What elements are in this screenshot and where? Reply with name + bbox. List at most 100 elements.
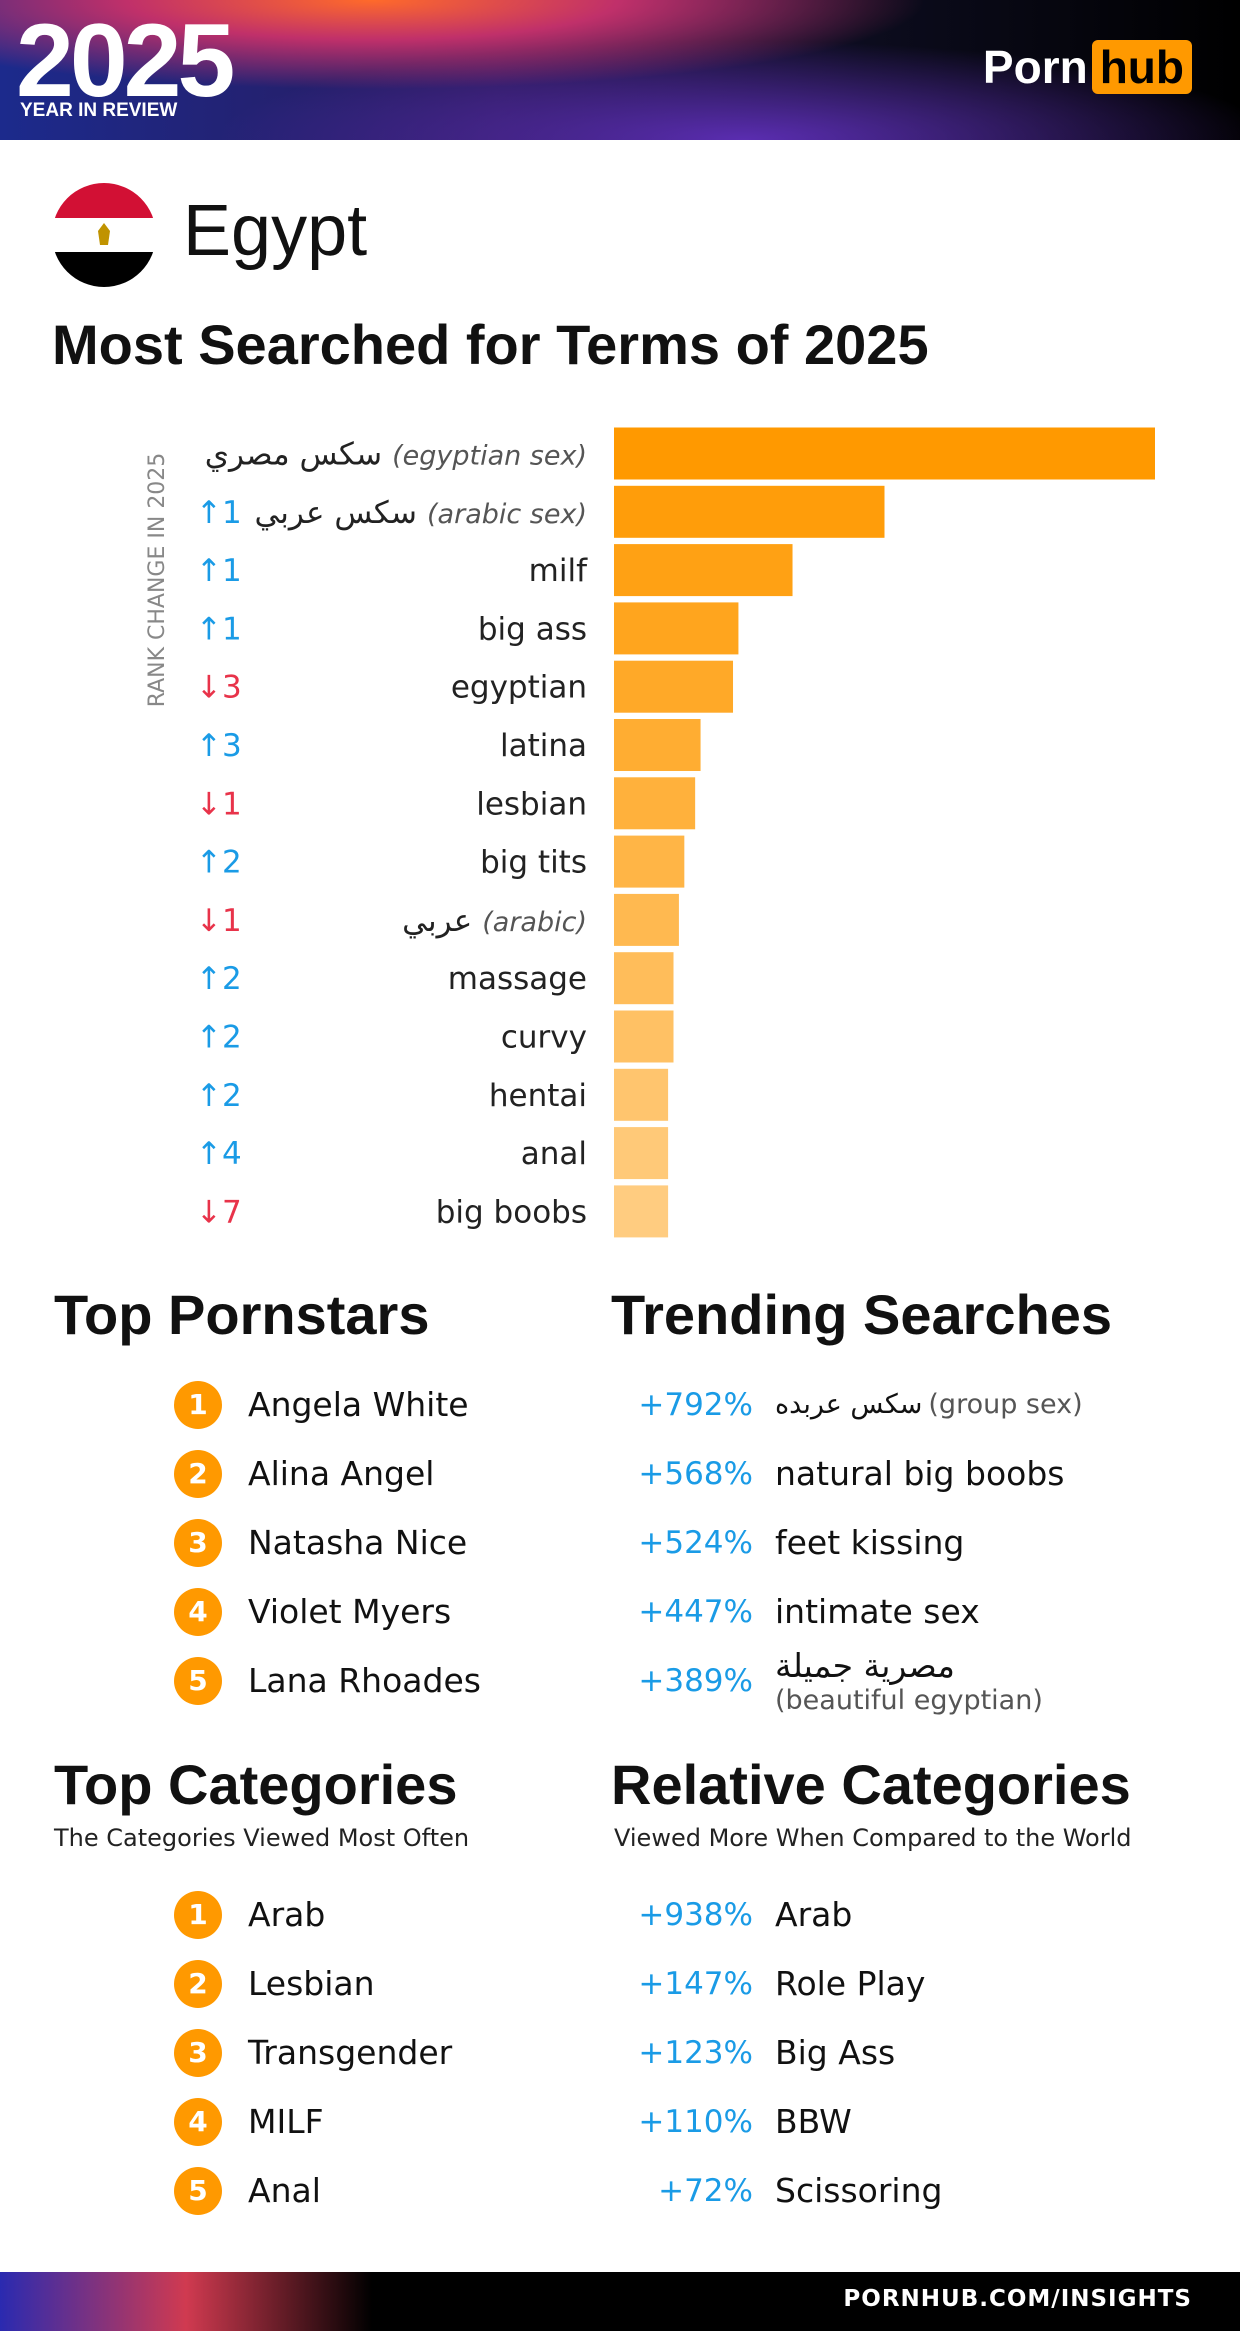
search-term: natural big boobs: [775, 1454, 1065, 1493]
trending-list: +792% سكس عربده (group sex) +568% natural bi…: [611, 1370, 1083, 1716]
term-note: (beautiful egyptian): [775, 1684, 1043, 1716]
bar-label: latina: [500, 728, 587, 764]
category: milf: [529, 553, 588, 589]
percent-change: +110%: [638, 2103, 753, 2140]
bar-label: سكس عربي (arabic sex): [254, 495, 587, 531]
section-subtitle: Viewed More When Compared to the World: [614, 1824, 1132, 1852]
bar: [614, 1068, 669, 1121]
section-title: Top Pornstars: [54, 1283, 430, 1346]
category: anal: [521, 1136, 587, 1172]
rank-badge: 4: [174, 1587, 222, 1636]
rank-badge: 3: [174, 2028, 222, 2077]
item-name: Scissoring: [775, 2171, 943, 2210]
section-subtitle: The Categories Viewed Most Often: [54, 1824, 470, 1852]
chart-title: Most Searched for Terms of 2025: [52, 313, 929, 376]
category: egyptian: [451, 670, 587, 706]
item-name: Lesbian: [248, 1964, 375, 2003]
country: Egypt: [183, 191, 368, 271]
bar-label: egyptian: [451, 670, 587, 706]
bar-label: عربي (arabic): [402, 903, 587, 939]
bar-label: big ass: [478, 611, 587, 647]
year: 2025: [16, 3, 235, 119]
bar: [614, 485, 885, 538]
item-name: Arab: [775, 1895, 853, 1934]
rank-badge: 1: [174, 1890, 222, 1939]
rank-badge: 1: [174, 1380, 222, 1429]
logo-left: Porn: [982, 41, 1088, 93]
bar: [614, 1010, 674, 1063]
bar: [614, 1127, 669, 1180]
list-item: 4 MILF: [174, 2087, 452, 2156]
rank-badge: 5: [174, 1656, 222, 1705]
list-item: 5 Anal: [174, 2156, 452, 2225]
item-name: Big Ass: [775, 2033, 896, 2072]
item-name: Violet Myers: [248, 1592, 452, 1631]
list-item: +447% intimate sex: [611, 1577, 1083, 1646]
bar: [614, 893, 679, 946]
list-item: +389% مصرية جميلة (beautiful egyptian): [611, 1645, 1083, 1716]
rank-change: ↓1: [196, 903, 242, 939]
logo-right: hub: [1091, 40, 1192, 94]
item-name: Transgender: [248, 2033, 453, 2072]
bar-label: milf: [529, 553, 588, 589]
item-name: MILF: [248, 2102, 324, 2141]
search-term: intimate sex: [775, 1592, 980, 1631]
item-name: Alina Angel: [248, 1454, 435, 1493]
search-term: مصرية جميلة: [775, 1645, 955, 1685]
item-name: BBW: [775, 2102, 852, 2141]
category: سكس عربي: [254, 495, 417, 531]
bar: [614, 660, 734, 713]
rank-change: ↓3: [196, 670, 242, 706]
list-item: +524% feet kissing: [611, 1508, 1083, 1577]
category-note: (arabic): [482, 907, 587, 938]
percent-change: +524%: [638, 1524, 753, 1561]
term: feet kissing: [775, 1523, 964, 1562]
item-name: Natasha Nice: [248, 1523, 468, 1562]
list-item: 2 Lesbian: [174, 1949, 452, 2018]
footer: PORNHUB.COM/INSIGHTS: [0, 2272, 1240, 2331]
relative-list: +938% Arab +147% Role Play +123% Big Ass +110%…: [611, 1880, 942, 2225]
search-term: feet kissing: [775, 1523, 965, 1562]
percent-change: +792%: [638, 1386, 753, 1423]
rank-change: ↑3: [196, 728, 242, 764]
category: curvy: [501, 1020, 587, 1056]
item-name: Arab: [248, 1895, 326, 1934]
term: intimate sex: [775, 1592, 980, 1631]
category: big boobs: [436, 1194, 587, 1230]
rank-change: ↑1: [196, 495, 242, 531]
percent-change: +389%: [638, 1662, 753, 1699]
rank-change: ↑4: [196, 1136, 242, 1172]
bar: [614, 602, 739, 655]
item-name: Lana Rhoades: [248, 1661, 481, 1700]
category: سكس مصري: [205, 437, 382, 473]
rank-badge: 3: [174, 1518, 222, 1567]
chart: RANK CHANGE IN 2025 سكس مصري (egyptian se…: [145, 427, 1155, 1238]
list-item: 1 Arab: [174, 1880, 452, 1949]
rank-change: ↑1: [196, 553, 242, 589]
bar: [614, 952, 674, 1005]
percent-change: +447%: [638, 1593, 753, 1630]
bar-label: big boobs: [436, 1194, 587, 1230]
bar-label: lesbian: [476, 786, 587, 822]
category: latina: [500, 728, 587, 764]
rank-badge: 5: [174, 2166, 222, 2215]
rank-change: ↓1: [196, 786, 242, 822]
list-item: 2 Alina Angel: [174, 1439, 481, 1508]
category: big tits: [480, 845, 587, 881]
rank-badge: 4: [174, 2097, 222, 2146]
list-item: 1 Angela White: [174, 1370, 481, 1439]
percent-change: +72%: [658, 2172, 753, 2209]
percent-change: +568%: [638, 1455, 753, 1492]
bar-label: anal: [521, 1136, 587, 1172]
year-subtitle: YEAR IN REVIEW: [20, 100, 178, 121]
list-item: 5 Lana Rhoades: [174, 1646, 481, 1715]
percent-change: +147%: [638, 1965, 753, 2002]
bar: [614, 427, 1155, 480]
term: سكس عربده (group sex): [775, 1389, 1083, 1420]
rank-change: ↓7: [196, 1194, 242, 1230]
category-list: 1 Arab 2 Lesbian 3 Transgender 4 MILF 5 Anal: [174, 1880, 452, 2225]
item-name: Anal: [248, 2171, 321, 2210]
percent-change: +938%: [638, 1896, 753, 1933]
term-note: (group sex): [928, 1389, 1083, 1420]
